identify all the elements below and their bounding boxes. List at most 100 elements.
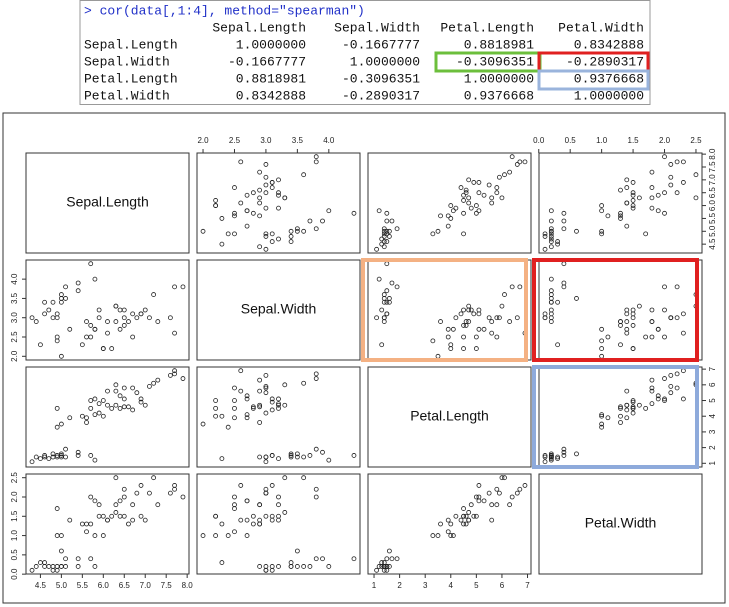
tick-label: 1.0: [10, 529, 19, 541]
point: [67, 517, 73, 523]
tick-label: 2: [708, 445, 717, 450]
point: [351, 210, 357, 216]
point: [301, 228, 307, 234]
point: [84, 420, 89, 425]
point: [599, 203, 605, 208]
point: [445, 529, 451, 535]
point: [476, 208, 482, 214]
point: [381, 228, 387, 234]
point: [476, 326, 482, 332]
point: [435, 228, 441, 234]
point: [33, 454, 39, 460]
point: [630, 192, 636, 198]
point: [313, 154, 319, 160]
point: [574, 228, 579, 234]
point: [113, 303, 119, 309]
point: [326, 208, 332, 214]
point: [662, 334, 667, 340]
point: [468, 502, 474, 508]
point: [494, 185, 500, 190]
point: [458, 517, 464, 523]
point: [276, 401, 281, 407]
point: [561, 453, 567, 458]
point: [50, 454, 56, 460]
tick-label: 3: [708, 429, 717, 434]
point: [288, 228, 294, 234]
point: [232, 385, 237, 391]
point: [630, 190, 636, 196]
point: [213, 533, 219, 538]
point: [142, 402, 148, 408]
point: [79, 342, 85, 348]
point: [92, 457, 98, 463]
point: [282, 195, 288, 201]
point: [42, 311, 48, 317]
point: [92, 276, 98, 282]
cell: 1.0000000: [236, 37, 306, 52]
point: [109, 346, 115, 351]
point: [599, 413, 605, 419]
tick-label: 7.5: [708, 161, 717, 173]
point: [476, 483, 482, 488]
point: [649, 307, 655, 313]
point: [117, 405, 123, 411]
tick-label: 3.5: [292, 136, 304, 145]
point: [561, 284, 567, 290]
point: [555, 241, 561, 247]
point: [662, 398, 667, 403]
point: [466, 517, 472, 523]
point: [263, 182, 269, 188]
tick-label: 4: [708, 413, 717, 418]
point: [238, 483, 244, 488]
point: [448, 346, 454, 351]
point: [172, 368, 177, 374]
point: [244, 412, 250, 418]
tick-label: 5.5: [708, 212, 717, 224]
point: [489, 502, 495, 508]
point: [113, 475, 119, 481]
point: [630, 198, 636, 203]
point: [46, 307, 52, 313]
point: [219, 216, 225, 221]
point: [394, 556, 400, 562]
point: [502, 172, 507, 178]
point: [167, 373, 173, 378]
point: [301, 380, 307, 386]
point: [88, 261, 94, 267]
point: [288, 234, 294, 239]
point: [473, 334, 479, 340]
point: [471, 180, 477, 185]
point: [471, 513, 477, 519]
tick-label: 2: [397, 581, 402, 590]
point: [50, 451, 56, 457]
point: [172, 371, 177, 377]
cell: -0.1667777: [342, 37, 420, 52]
point: [313, 556, 319, 562]
point: [494, 334, 500, 340]
panel: [367, 366, 532, 468]
tick-label: 6.0: [98, 581, 110, 590]
point: [50, 567, 56, 573]
point: [548, 451, 554, 457]
point: [680, 330, 686, 336]
point: [263, 373, 269, 378]
point: [257, 420, 263, 425]
tick-label: 6.0: [708, 199, 717, 211]
point: [463, 187, 469, 193]
point: [605, 213, 611, 219]
point: [668, 182, 674, 188]
point: [507, 319, 513, 324]
point: [105, 330, 110, 336]
point: [674, 284, 680, 290]
tick-label: 3.0: [260, 136, 272, 145]
point: [649, 334, 655, 340]
point: [466, 177, 472, 183]
tick-label: 6.5: [119, 581, 131, 590]
point: [121, 385, 127, 391]
point: [381, 226, 387, 232]
point: [58, 421, 64, 427]
tick-label: 3.0: [10, 312, 19, 324]
point: [662, 190, 667, 196]
point: [561, 449, 567, 455]
point: [42, 454, 48, 460]
